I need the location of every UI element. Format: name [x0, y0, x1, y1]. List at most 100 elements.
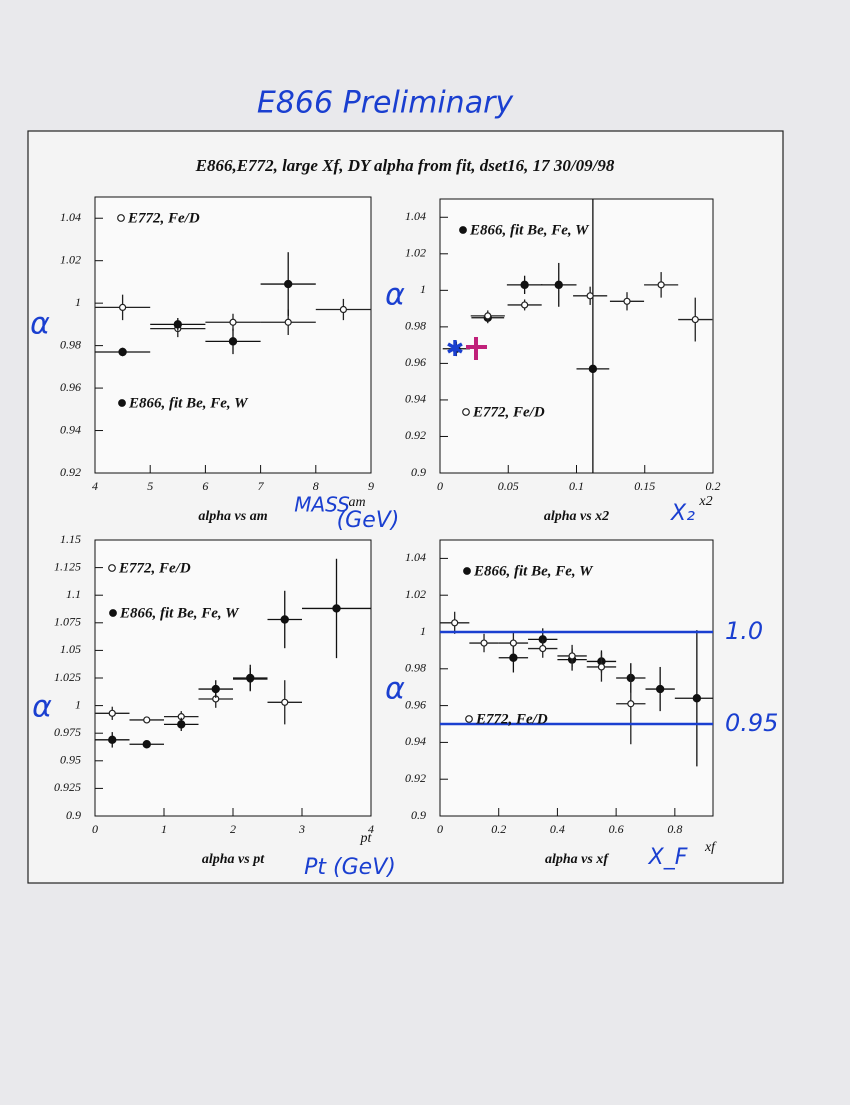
data-point [177, 720, 186, 729]
data-point [484, 312, 492, 320]
y-tick-label: 1.125 [54, 559, 81, 573]
y-tick-label: 1.02 [405, 246, 426, 260]
y-tick-label: 0.92 [405, 428, 426, 442]
handwritten-x-label: MASS [294, 493, 350, 517]
y-tick-label: 1.025 [54, 670, 81, 684]
x-tick-label: 0 [437, 479, 443, 493]
legend-label: E866, fit Be, Fe, W [469, 222, 590, 238]
data-point [692, 694, 702, 703]
data-point [554, 280, 563, 290]
data-point [229, 318, 237, 326]
y-tick-label: 0.9 [66, 808, 81, 822]
data-point [280, 615, 289, 624]
legend-label: E866, fit Be, Fe, W [128, 395, 249, 411]
data-point [452, 344, 461, 353]
y-tick-label: 1.04 [60, 210, 81, 224]
x-tick-label: 0.8 [667, 822, 682, 836]
plot-frame [439, 539, 714, 817]
legend-marker [109, 609, 117, 617]
y-tick-label: 0.925 [54, 780, 81, 794]
handwritten-x-label: (GeV) [337, 508, 400, 533]
x-axis-title: alpha vs am [198, 509, 267, 524]
data-point [108, 735, 117, 745]
y-tick-label: 1.02 [405, 587, 426, 601]
y-tick-label: 0.95 [60, 753, 81, 767]
x-tick-label: 5 [147, 479, 153, 493]
y-tick-label: 0.94 [60, 422, 81, 436]
y-tick-label: 0.96 [405, 355, 426, 369]
data-point [142, 740, 151, 749]
data-point [173, 320, 182, 329]
legend-label: E772, Fe/D [118, 560, 191, 576]
data-point [691, 315, 699, 324]
x-tick-label: 0 [437, 822, 443, 836]
plot-frame [439, 198, 714, 474]
handwritten-y-label: α [385, 672, 405, 707]
handwritten-y-label: α [30, 307, 50, 342]
legend-marker [465, 715, 473, 723]
data-point [451, 619, 459, 627]
reference-label: 0.95 [725, 709, 778, 737]
handwritten-y-label: α [385, 278, 405, 313]
y-tick-label: 0.94 [405, 734, 426, 748]
y-tick-label: 0.98 [405, 661, 426, 675]
y-tick-label: 1.04 [405, 209, 426, 223]
y-tick-label: 0.96 [405, 697, 426, 711]
x-tick-label: 3 [298, 822, 305, 836]
legend-label: E866, fit Be, Fe, W [473, 563, 594, 579]
data-point [284, 279, 293, 289]
data-point [284, 318, 292, 326]
data-point [509, 639, 517, 647]
data-point [623, 297, 631, 305]
handwritten-x-label: Pt (GeV) [304, 855, 396, 880]
legend-label: E772, Fe/D [472, 404, 545, 420]
x-tick-label: 1 [161, 822, 167, 836]
x-axis-title: alpha vs pt [202, 852, 265, 867]
y-tick-label: 1.1 [66, 587, 81, 601]
data-point [211, 684, 220, 694]
x-axis-label: pt [360, 831, 373, 846]
y-tick-label: 0.92 [60, 465, 81, 479]
data-point [143, 716, 151, 724]
reference-label: 1.0 [725, 617, 763, 645]
data-point [521, 301, 529, 309]
y-tick-label: 0.9 [411, 808, 426, 822]
data-point [118, 347, 127, 357]
y-tick-label: 1 [75, 295, 81, 309]
x-tick-label: 0.1 [569, 479, 584, 493]
data-point [627, 700, 635, 708]
legend-label: E772, Fe/D [127, 210, 200, 226]
data-point [281, 698, 289, 706]
handwritten-x-label: X₂ [670, 501, 695, 526]
x-axis-label: x2 [698, 494, 712, 509]
data-point [657, 281, 665, 289]
handwritten-cross [466, 337, 487, 360]
y-tick-label: 0.96 [60, 380, 81, 394]
handwritten-x-label: X_F [648, 845, 688, 870]
legend-marker [463, 567, 471, 575]
x-tick-label: 4 [368, 822, 374, 836]
data-point [597, 663, 606, 671]
y-tick-label: 0.98 [405, 319, 426, 333]
handwritten-y-label: α [32, 690, 52, 725]
handwritten-star: ✱ [446, 337, 464, 362]
data-point [246, 673, 255, 683]
plot-area [442, 199, 713, 473]
x-tick-label: 4 [92, 479, 98, 493]
x-tick-label: 0 [92, 822, 98, 836]
legend-marker [117, 214, 125, 222]
y-tick-label: 0.9 [411, 465, 426, 479]
y-tick-label: 1.05 [60, 642, 81, 656]
data-point [588, 364, 598, 374]
data-point [228, 337, 238, 346]
y-tick-label: 0.92 [405, 771, 426, 785]
x-tick-label: 7 [258, 479, 265, 493]
y-tick-label: 0.975 [54, 725, 81, 739]
x-tick-label: 0.4 [550, 822, 565, 836]
x-tick-label: 8 [313, 479, 319, 493]
data-point [509, 653, 518, 662]
y-tick-label: 1.04 [405, 550, 426, 564]
y-tick-label: 1 [420, 282, 426, 296]
x-tick-label: 0.15 [634, 479, 655, 493]
